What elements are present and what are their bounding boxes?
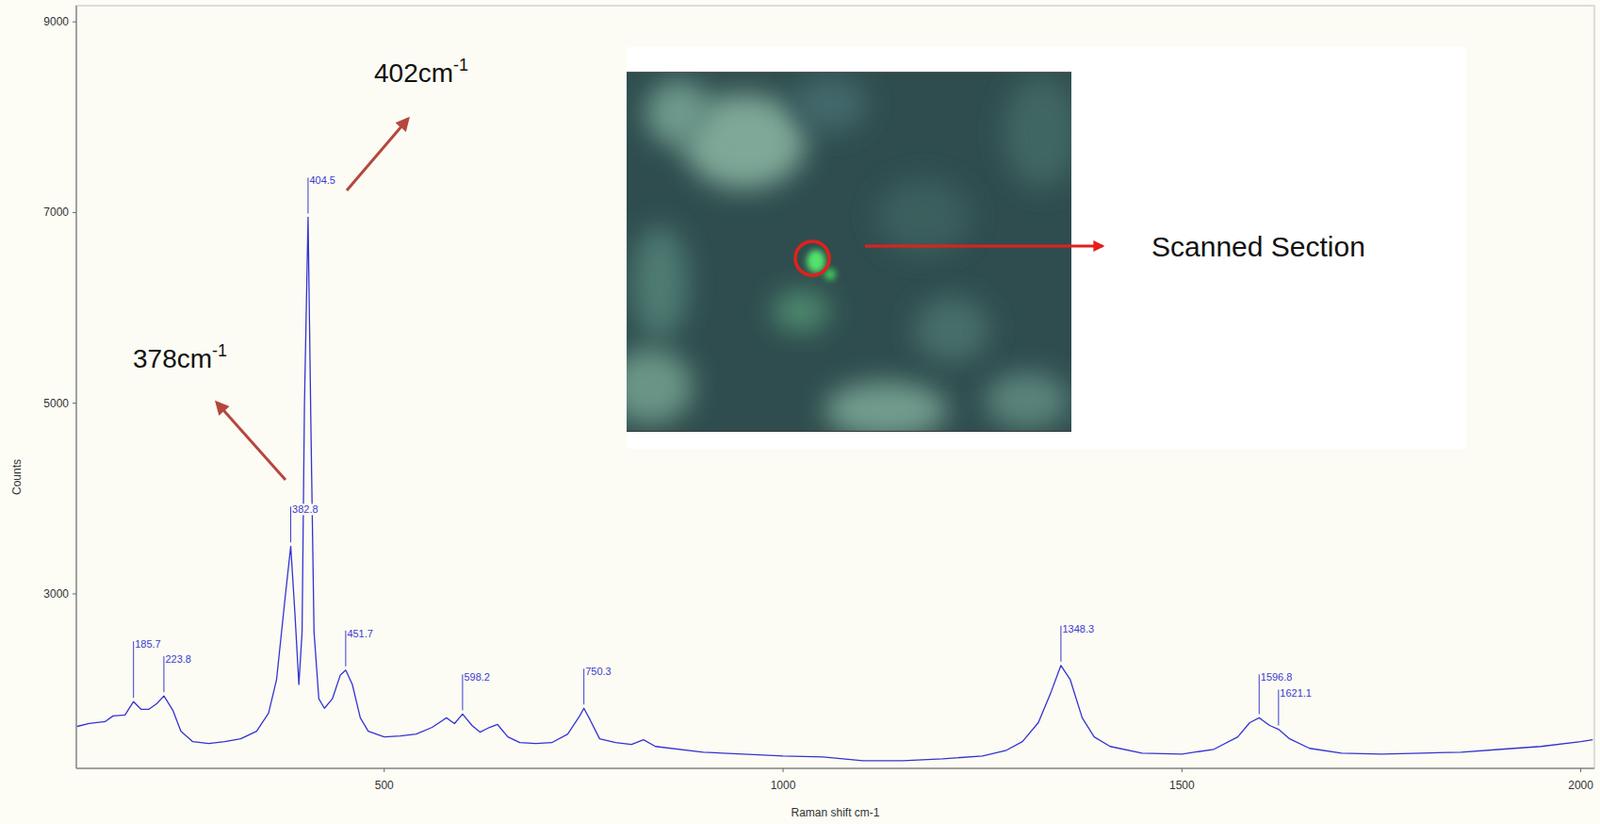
plot-frame <box>76 5 1595 768</box>
annotation-arrow <box>346 118 409 191</box>
inset-blob <box>984 372 1070 429</box>
annotation-sup: -1 <box>453 55 469 75</box>
label-patch <box>1061 622 1096 635</box>
peak-label: 750.3 <box>585 665 612 677</box>
inset-panel <box>626 47 1467 449</box>
y-tick <box>72 592 77 594</box>
scan-circle <box>795 241 830 276</box>
annotation-arrow <box>216 402 286 480</box>
label-patch <box>292 503 321 515</box>
peak-label: 404.5 <box>309 174 336 186</box>
y-tick <box>72 212 77 213</box>
peak-label: 451.7 <box>346 627 374 639</box>
inset-blob <box>791 75 867 132</box>
peak-label: 223.8 <box>164 653 192 665</box>
y-axis-title: Counts <box>10 458 24 495</box>
peak-tick <box>461 673 463 710</box>
y-tick-label: 7000 <box>43 205 69 219</box>
background <box>0 0 1600 824</box>
scan-arrow <box>865 244 1103 248</box>
label-patch <box>346 627 376 639</box>
inset-edge <box>626 430 1072 432</box>
label-patch <box>134 637 164 650</box>
peak-tick <box>583 668 585 704</box>
inset-blob <box>876 179 971 255</box>
annotation-text: 378cm <box>132 343 213 374</box>
inset-spot <box>806 249 826 273</box>
x-tick <box>383 767 385 772</box>
inset-blob <box>1003 75 1072 189</box>
annotation: 402cm-1 <box>374 55 469 88</box>
label-patch <box>1279 686 1314 699</box>
label-patch <box>463 670 492 683</box>
y-tick-label: 9000 <box>43 15 69 29</box>
x-tick-label: 1000 <box>770 778 797 792</box>
inset-blob <box>914 296 990 363</box>
label-patch <box>164 653 194 665</box>
peak-tick <box>163 655 164 692</box>
x-tick-label: 500 <box>375 778 394 792</box>
y-tick <box>72 21 77 23</box>
label-patch <box>585 665 614 677</box>
x-tick-label: 1500 <box>1169 778 1195 792</box>
peak-label: 185.7 <box>134 637 162 650</box>
inset-edge <box>626 71 1072 73</box>
x-tick-label: 2000 <box>1567 778 1594 792</box>
inset-blob <box>631 226 688 340</box>
label-patch <box>1259 670 1294 683</box>
inset-label: Scanned Section <box>1151 230 1366 262</box>
peak-label: 1348.3 <box>1061 622 1094 635</box>
peak-tick <box>132 640 134 698</box>
peak-label: 1621.1 <box>1279 686 1312 699</box>
y-tick-label: 5000 <box>43 396 69 410</box>
peak-label: 1596.8 <box>1260 670 1293 683</box>
x-tick <box>1181 767 1183 772</box>
inset-blob <box>824 381 947 432</box>
peak-tick <box>344 630 346 667</box>
y-tick <box>72 402 77 404</box>
peak-label: 598.2 <box>463 670 490 683</box>
inset-image <box>626 71 1072 432</box>
x-tick <box>783 767 784 772</box>
peak-tick <box>1258 673 1260 714</box>
x-axis-title: Raman shift cm-1 <box>790 805 880 819</box>
peak-tick <box>307 177 309 213</box>
annotation-text: 402cm <box>374 58 454 88</box>
inset-blob <box>772 290 830 332</box>
label-patch <box>309 174 338 186</box>
chart: 3000 5000 7000 9000 500 1000 1500 2000 Raman shi… <box>0 0 1600 824</box>
peak-tick <box>1277 689 1279 726</box>
annotation-sup: -1 <box>212 341 228 360</box>
y-tick-label: 3000 <box>43 587 69 601</box>
inset-blob <box>626 348 693 425</box>
peak-tick <box>1060 625 1062 662</box>
annotation: 378cm-1 <box>132 341 228 374</box>
peak-label: 382.8 <box>292 503 319 515</box>
x-tick <box>1580 767 1582 772</box>
y-axis <box>76 5 78 768</box>
x-axis <box>76 767 1595 769</box>
peak-tick <box>290 506 292 542</box>
inset-blob <box>645 80 712 147</box>
